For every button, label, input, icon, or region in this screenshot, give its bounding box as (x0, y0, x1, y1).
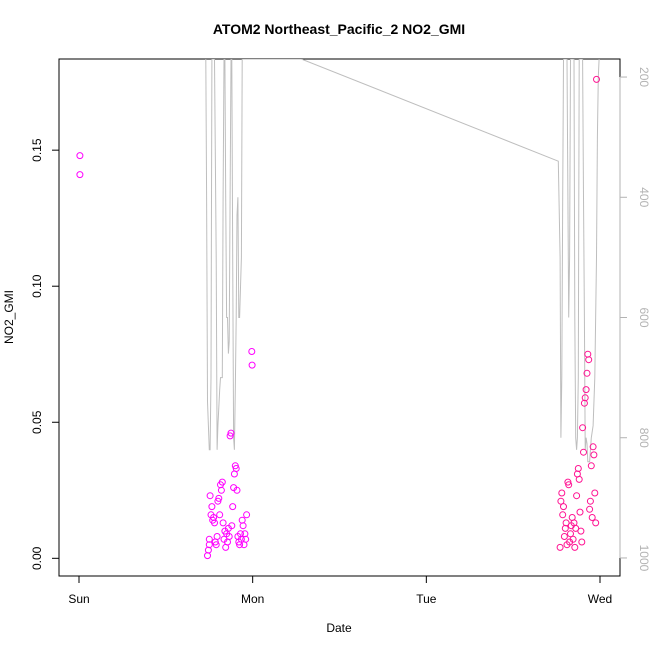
data-point (577, 527, 585, 535)
data-point (562, 519, 570, 527)
data-point (574, 465, 582, 472)
data-point (590, 451, 598, 459)
data-point (243, 511, 251, 519)
data-point (573, 492, 581, 500)
data-point (229, 503, 237, 511)
chart-title: ATOM2 Northeast_Pacific_2 NO2_GMI (213, 21, 465, 37)
data-point (205, 541, 213, 549)
data-point (242, 535, 250, 543)
data-point (560, 503, 567, 511)
data-point (216, 511, 224, 519)
data-point (559, 511, 567, 519)
data-point (580, 399, 588, 407)
data-point (219, 519, 227, 527)
data-point (205, 535, 213, 543)
data-point (208, 503, 216, 511)
data-point (578, 538, 586, 546)
data-point (213, 533, 221, 540)
data-point (239, 522, 247, 530)
data-point (248, 348, 256, 355)
data-point (569, 535, 577, 543)
data-point (228, 522, 236, 530)
data-point (232, 465, 240, 472)
y-tick-label: 0.00 (30, 546, 44, 570)
data-point (586, 505, 594, 513)
right-tick-label: 800 (637, 428, 650, 448)
y-axis-label: NO2_GMI (2, 290, 16, 344)
data-point (576, 508, 584, 516)
data-point (588, 514, 596, 521)
data-point (215, 494, 223, 502)
data-point (237, 535, 245, 543)
data-point (248, 361, 256, 369)
data-point (225, 533, 233, 540)
right-tick-label: 600 (637, 307, 650, 327)
data-point (582, 386, 590, 394)
data-point (556, 543, 564, 551)
data-point (567, 530, 574, 538)
data-point (212, 541, 220, 549)
right-tick-label: 400 (637, 187, 650, 207)
data-point (580, 448, 587, 456)
data-point (586, 497, 594, 505)
data-point (565, 481, 573, 489)
scatter-points-layer (76, 75, 600, 560)
pressure-line (205, 59, 600, 463)
data-point (584, 350, 592, 358)
data-point (560, 533, 568, 540)
data-point (591, 489, 599, 497)
data-point (575, 475, 583, 483)
right-tick-label: 200 (637, 67, 650, 87)
plot-frame (58, 58, 621, 577)
pressure-line-layer (205, 59, 600, 463)
data-point (204, 552, 211, 560)
x-tick-label: Wed (588, 592, 612, 606)
x-axis: Sun Mon Tue Wed (68, 575, 612, 606)
data-point (238, 516, 246, 524)
data-point (571, 543, 579, 551)
y-tick-label: 0.05 (30, 410, 44, 434)
data-point (579, 424, 587, 432)
right-axis: 200 400 600 800 1000 (619, 67, 650, 572)
x-tick-label: Mon (241, 592, 264, 606)
data-point (76, 152, 84, 160)
data-point (233, 486, 241, 494)
data-point (593, 75, 600, 83)
data-point (217, 486, 225, 494)
data-point (227, 429, 235, 437)
y-axis: 0.00 0.05 0.10 0.15 (30, 138, 60, 570)
data-point (218, 478, 226, 486)
y-tick-label: 0.10 (30, 274, 44, 298)
data-point (583, 369, 591, 377)
data-point (76, 171, 84, 179)
y-tick-label: 0.15 (30, 138, 44, 162)
data-point (589, 443, 597, 451)
data-point (214, 497, 222, 505)
data-point (557, 497, 565, 505)
data-point (211, 519, 218, 527)
data-point (592, 519, 600, 527)
x-tick-label: Tue (416, 592, 437, 606)
data-point (585, 356, 593, 364)
data-point (206, 492, 214, 500)
x-tick-label: Sun (68, 592, 89, 606)
x-axis-label: Date (326, 621, 352, 635)
right-tick-label: 1000 (637, 545, 650, 572)
data-point (587, 462, 595, 470)
data-point (581, 394, 589, 402)
data-point (558, 489, 566, 497)
